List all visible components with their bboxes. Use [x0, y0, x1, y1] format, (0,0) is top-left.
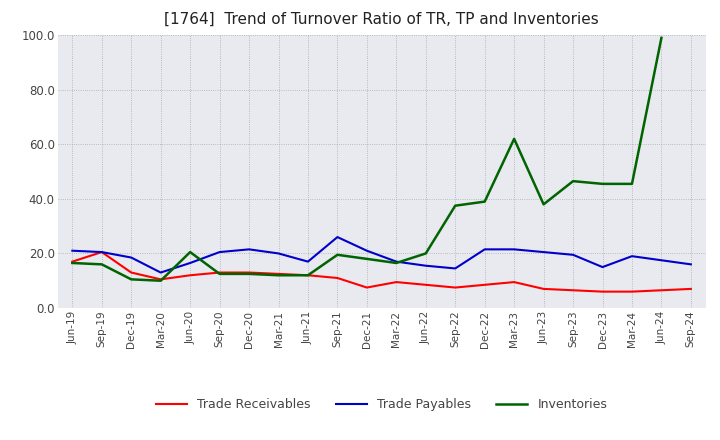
Trade Receivables: [451, 285, 459, 290]
Trade Receivables: [510, 279, 518, 285]
Inventories: [156, 278, 165, 283]
Inventories: [510, 136, 518, 142]
Trade Receivables: [657, 288, 666, 293]
Title: [1764]  Trend of Turnover Ratio of TR, TP and Inventories: [1764] Trend of Turnover Ratio of TR, TP…: [164, 12, 599, 27]
Line: Inventories: Inventories: [72, 38, 662, 281]
Inventories: [274, 273, 283, 278]
Inventories: [245, 271, 253, 276]
Inventories: [392, 260, 400, 266]
Inventories: [657, 35, 666, 40]
Line: Trade Receivables: Trade Receivables: [72, 252, 691, 292]
Trade Payables: [451, 266, 459, 271]
Trade Payables: [186, 260, 194, 266]
Trade Receivables: [215, 270, 224, 275]
Trade Payables: [215, 249, 224, 255]
Trade Payables: [657, 258, 666, 263]
Trade Receivables: [598, 289, 607, 294]
Trade Payables: [421, 263, 430, 268]
Inventories: [539, 202, 548, 207]
Inventories: [304, 273, 312, 278]
Trade Payables: [304, 259, 312, 264]
Trade Receivables: [392, 279, 400, 285]
Trade Receivables: [480, 282, 489, 287]
Inventories: [186, 249, 194, 255]
Trade Receivables: [628, 289, 636, 294]
Trade Payables: [392, 259, 400, 264]
Trade Payables: [687, 262, 696, 267]
Trade Payables: [97, 249, 106, 255]
Trade Payables: [510, 247, 518, 252]
Trade Receivables: [156, 277, 165, 282]
Trade Payables: [569, 252, 577, 257]
Trade Receivables: [539, 286, 548, 292]
Inventories: [127, 277, 135, 282]
Trade Payables: [363, 248, 372, 253]
Inventories: [68, 260, 76, 266]
Inventories: [97, 262, 106, 267]
Trade Payables: [68, 248, 76, 253]
Legend: Trade Receivables, Trade Payables, Inventories: Trade Receivables, Trade Payables, Inven…: [151, 393, 612, 416]
Inventories: [451, 203, 459, 209]
Trade Receivables: [569, 288, 577, 293]
Inventories: [628, 181, 636, 187]
Trade Payables: [127, 255, 135, 260]
Trade Payables: [480, 247, 489, 252]
Inventories: [569, 179, 577, 184]
Trade Receivables: [274, 271, 283, 276]
Trade Payables: [245, 247, 253, 252]
Inventories: [215, 271, 224, 276]
Trade Payables: [628, 253, 636, 259]
Trade Receivables: [421, 282, 430, 287]
Trade Receivables: [363, 285, 372, 290]
Line: Trade Payables: Trade Payables: [72, 237, 691, 272]
Inventories: [363, 256, 372, 261]
Trade Payables: [274, 251, 283, 256]
Trade Payables: [333, 235, 342, 240]
Inventories: [333, 252, 342, 257]
Inventories: [480, 199, 489, 204]
Trade Payables: [598, 264, 607, 270]
Inventories: [421, 251, 430, 256]
Trade Receivables: [68, 259, 76, 264]
Trade Payables: [539, 249, 548, 255]
Trade Receivables: [245, 270, 253, 275]
Trade Receivables: [127, 270, 135, 275]
Trade Payables: [156, 270, 165, 275]
Trade Receivables: [186, 273, 194, 278]
Inventories: [598, 181, 607, 187]
Trade Receivables: [333, 275, 342, 281]
Trade Receivables: [304, 273, 312, 278]
Trade Receivables: [687, 286, 696, 292]
Trade Receivables: [97, 249, 106, 255]
